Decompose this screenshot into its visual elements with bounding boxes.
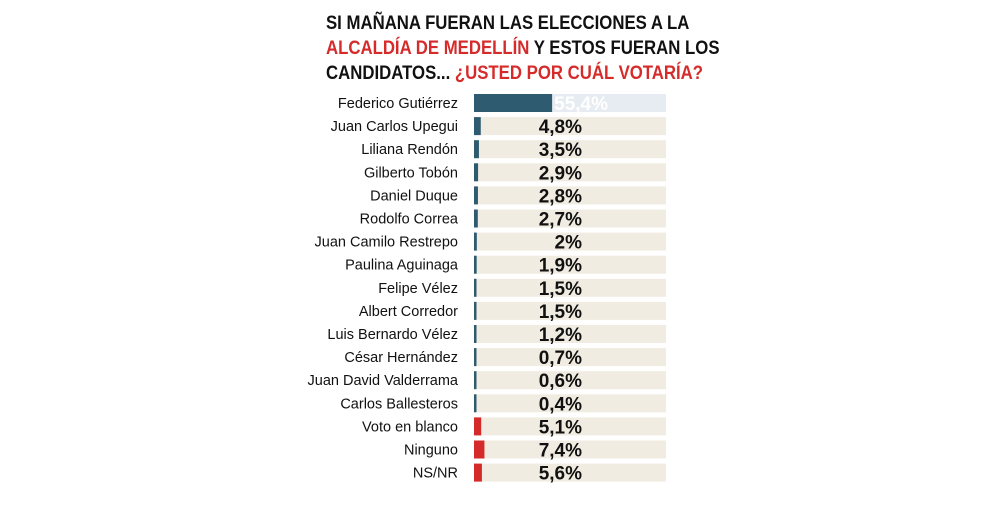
category-label: Luis Bernardo Vélez [327,327,458,343]
chart-title: SI MAÑANA FUERAN LAS ELECCIONES A LA ALCA… [326,11,720,86]
bar-track [474,463,666,482]
title-line-1: SI MAÑANA FUERAN LAS ELECCIONES A LA [326,12,690,34]
bar-track [474,209,666,228]
value-label: 3,5% [539,140,582,161]
value-label: 2,9% [539,163,582,184]
bar-track [474,140,666,159]
value-label: 1,5% [539,302,582,323]
category-label: Carlos Ballesteros [340,396,458,412]
bar-track [474,417,666,436]
category-label: Paulina Aguinaga [345,258,459,274]
bar-candidate [474,278,477,297]
value-label: 2% [555,233,583,254]
bar-candidate [474,186,478,205]
value-label: 1,5% [539,279,582,300]
bar-candidate [474,232,477,251]
title-highlight-alcaldia: ALCALDÍA DE MEDELLÍN [326,37,530,59]
category-label: Liliana Rendón [361,142,458,158]
bar-candidate [474,140,479,159]
bar-track [474,186,666,205]
value-label: 2,8% [539,186,582,207]
value-label: 5,6% [539,464,582,485]
bar-other [474,417,482,436]
category-label: Albert Corredor [359,304,458,320]
value-label: 0,7% [539,348,582,369]
value-label: 0,4% [539,394,582,415]
value-label: 7,4% [539,441,582,462]
category-label: Gilberto Tobón [364,165,458,181]
bar-candidate [474,255,477,274]
category-label: Juan Camilo Restrepo [315,235,458,251]
category-label: Federico Gutiérrez [338,96,458,112]
bar-track [474,232,666,251]
bar-other [474,463,482,482]
category-label: NS/NR [413,466,458,482]
title-line-3: CANDIDATOS... [326,62,455,84]
bar-candidate [474,117,481,136]
bar-track [474,348,666,367]
bar-track [474,278,666,297]
bar-candidate [474,394,477,413]
bar-candidate [474,348,477,367]
category-label: Ninguno [404,443,458,459]
bar-other [474,440,485,459]
category-label: Daniel Duque [370,188,458,204]
value-label: 0,6% [539,371,582,392]
value-label: 2,7% [539,210,582,231]
value-label: 5,1% [539,417,582,438]
category-label: Juan Carlos Upegui [331,119,458,135]
title-line-2-rest: Y ESTOS FUERAN LOS [529,37,720,59]
bar-candidate [474,325,477,343]
bar-track [474,371,666,390]
bar-track [474,301,666,320]
bar-track [474,117,666,136]
value-label: 55,4% [554,94,608,115]
value-label: 1,2% [539,325,582,346]
bar-candidate [474,301,477,320]
bar-track [474,255,666,274]
bar-candidate [474,163,479,182]
value-label: 4,8% [539,117,582,138]
title-highlight-question: ¿USTED POR CUÁL VOTARÍA? [454,62,704,84]
bar-candidate [474,209,478,228]
category-label: Rodolfo Correa [360,212,459,228]
category-label: César Hernández [344,350,458,366]
bar-candidate [474,94,553,112]
category-label: Voto en blanco [362,419,458,435]
category-label: Felipe Vélez [378,281,458,297]
value-label: 1,9% [539,256,582,277]
bar-track [474,440,666,459]
bar-track [474,325,666,343]
bar-track [474,394,666,413]
category-label: Juan David Valderrama [308,373,459,389]
bar-candidate [474,371,477,390]
bar-track [474,163,666,182]
